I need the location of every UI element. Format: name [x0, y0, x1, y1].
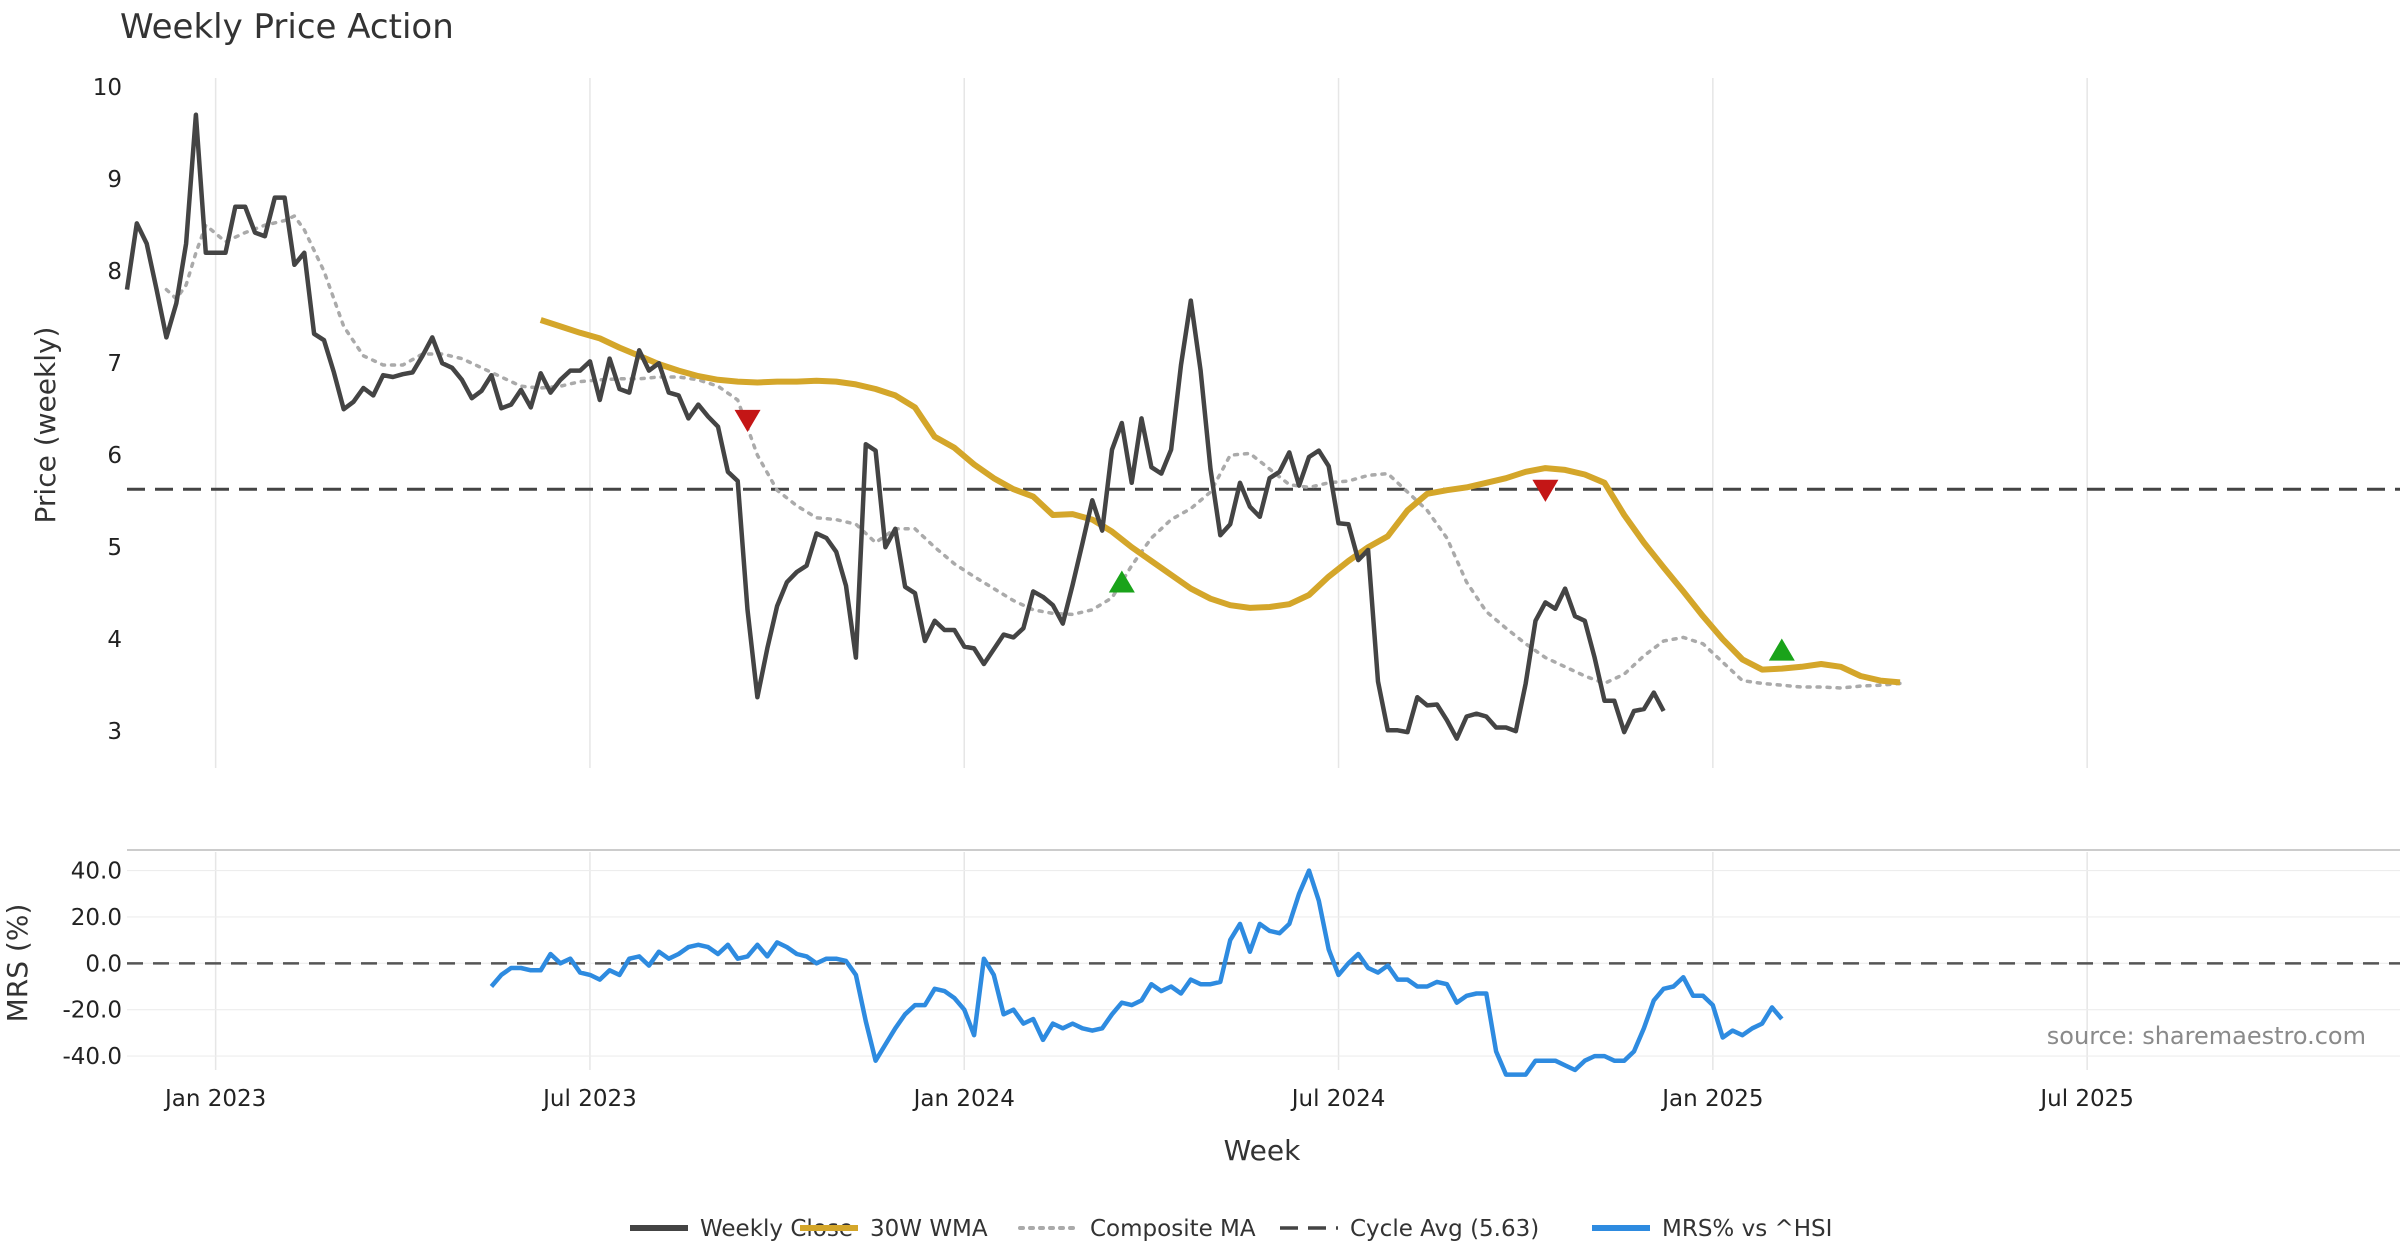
mrs-y-tick-label: -20.0 — [62, 998, 122, 1024]
x-tick-label: Jan 2023 — [163, 1086, 266, 1112]
x-tick-label: Jan 2024 — [912, 1086, 1015, 1112]
buy-signal-marker — [1108, 570, 1135, 593]
x-tick-label: Jul 2024 — [1290, 1086, 1386, 1112]
mrs-axis-title: MRS (%) — [1, 904, 34, 1023]
price-y-tick-label: 3 — [107, 719, 122, 745]
price-y-tick-label: 6 — [107, 443, 122, 469]
grid-layer — [127, 78, 2400, 1070]
legend-item: Cycle Avg (5.63) — [1280, 1216, 1539, 1242]
price-y-tick-label: 10 — [93, 75, 122, 101]
x-tick-label: Jul 2025 — [2038, 1086, 2134, 1112]
mrs-plot — [127, 868, 2400, 1077]
legend-label: 30W WMA — [870, 1216, 988, 1242]
x-axis-title: Week — [1224, 1134, 1301, 1167]
axis-layer: Jan 2023 Jul 2023 Jan 2024 Jul 2024 Jan 2025… — [62, 75, 2133, 1112]
price-y-tick-label: 4 — [107, 627, 122, 653]
mrs-y-tick-label: 40.0 — [71, 859, 122, 885]
legend-item: 30W WMA — [800, 1216, 988, 1242]
sell-signal-marker — [1532, 479, 1559, 502]
x-tick-label: Jul 2023 — [541, 1086, 637, 1112]
mrs-y-tick-label: 20.0 — [71, 905, 122, 931]
legend-label: Cycle Avg (5.63) — [1350, 1216, 1539, 1242]
legend-item: MRS% vs ^HSI — [1592, 1216, 1832, 1242]
mrs-y-tick-label: -40.0 — [62, 1044, 122, 1070]
price-axis-title: Price (weekly) — [29, 327, 62, 524]
sell-signal-marker — [734, 409, 761, 432]
price-y-tick-label: 8 — [107, 259, 122, 285]
legend-label: Composite MA — [1090, 1216, 1256, 1242]
legend-label: MRS% vs ^HSI — [1662, 1216, 1832, 1242]
legend-item: Composite MA — [1018, 1216, 1256, 1242]
mrs-series — [489, 868, 1784, 1077]
legend: Weekly Close 30W WMA Composite MA Cycle Avg… — [630, 1216, 1832, 1242]
price-y-tick-label: 9 — [107, 167, 122, 193]
weekly-close-series — [124, 112, 1666, 741]
x-tick-label: Jan 2025 — [1660, 1086, 1763, 1112]
buy-signal-marker — [1768, 638, 1795, 661]
chart-title: Weekly Price Action — [120, 7, 454, 47]
mrs-y-tick-label: 0.0 — [85, 951, 122, 977]
price-y-tick-label: 7 — [107, 351, 122, 377]
price-plot — [124, 112, 2400, 741]
price-y-tick-label: 5 — [107, 535, 122, 561]
wma-30w-series — [539, 317, 1901, 686]
source-note: source: sharemaestro.com — [2047, 1022, 2366, 1050]
